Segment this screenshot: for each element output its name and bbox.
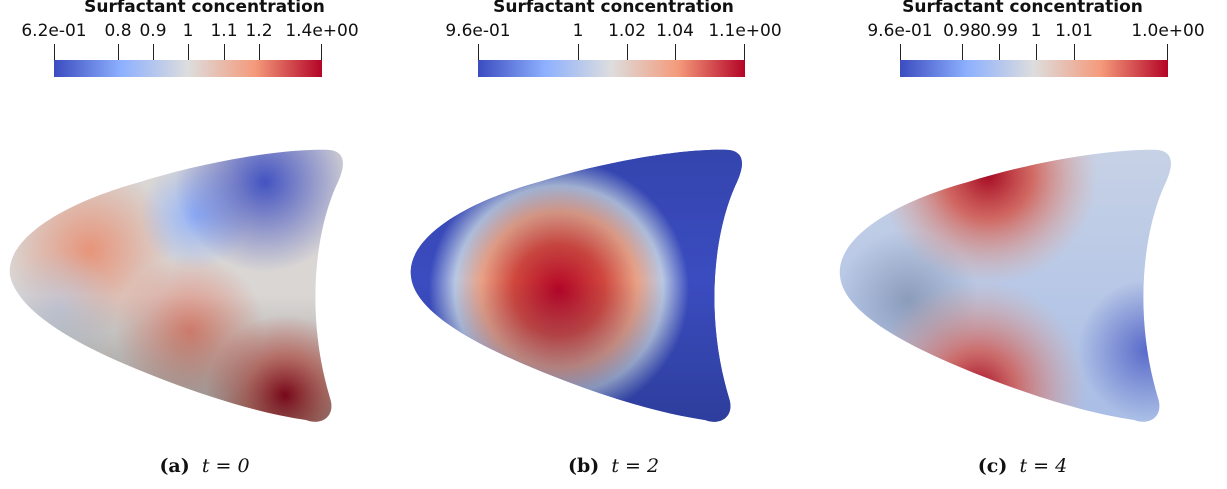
colorbar-tick-label: 0.8 — [104, 21, 132, 41]
colorbar-title: Surfactant concentration — [493, 0, 734, 17]
colorbar-tick — [478, 44, 479, 60]
colorbar-tick — [999, 44, 1000, 60]
colorbar-gradient — [54, 60, 322, 77]
caption-time: t = 2 — [611, 455, 660, 477]
colorbar-tick — [54, 44, 55, 60]
colorbar-tick — [627, 44, 628, 60]
colorbar-tick-label: 1.01 — [1055, 21, 1093, 41]
colorbar-tick-label: 1.2 — [245, 21, 273, 41]
colorbar-tick-label: 0.99 — [980, 21, 1018, 41]
colorbar-tick — [1036, 44, 1037, 60]
colorbar-title: Surfactant concentration — [902, 0, 1143, 17]
panel-a: Surfactant concentration 6.2e-01 0.8 0.9… — [0, 0, 409, 489]
colorbar-tick-label: 0.98 — [943, 21, 981, 41]
colorbar-tick-label: 1.4e+00 — [285, 21, 359, 41]
subfigure-caption: (a) t = 0 — [0, 455, 409, 477]
subfigure-caption: (c) t = 4 — [818, 455, 1227, 477]
colorbar-tick-label: 9.6e-01 — [445, 21, 511, 41]
surface-render-b — [410, 149, 742, 422]
surface-render-a — [9, 149, 343, 422]
colorbar-tick-label: 1.1e+00 — [708, 21, 782, 41]
colorbar-tick-label: 0.9 — [139, 21, 167, 41]
panel-c: Surfactant concentration 9.6e-01 0.98 0.… — [818, 0, 1227, 489]
caption-label: (a) — [159, 455, 190, 477]
colorbar-tick — [321, 44, 322, 60]
colorbar-gradient — [900, 60, 1168, 77]
colorbar-tick-label: 1.04 — [656, 21, 694, 41]
colorbar-tick-label: 1.0e+00 — [1131, 21, 1205, 41]
colorbar-tick — [259, 44, 260, 60]
colorbar-tick-label: 6.2e-01 — [21, 21, 87, 41]
caption-label: (c) — [977, 455, 1008, 477]
colorbar-tick — [1167, 44, 1168, 60]
colorbar-tick-label: 9.6e-01 — [867, 21, 933, 41]
surface-render-c — [839, 149, 1171, 422]
caption-time: t = 4 — [1019, 455, 1068, 477]
colorbar-title: Surfactant concentration — [84, 0, 325, 17]
colorbar-tick — [744, 44, 745, 60]
colorbar-tick — [675, 44, 676, 60]
colorbar-tick — [153, 44, 154, 60]
panel-b: Surfactant concentration 9.6e-01 1 1.02 … — [409, 0, 818, 489]
colorbar-tick — [962, 44, 963, 60]
colorbar-tick — [224, 44, 225, 60]
colorbar-gradient — [478, 60, 745, 77]
caption-time: t = 0 — [201, 455, 250, 477]
colorbar-tick — [900, 44, 901, 60]
colorbar-tick-label: 1.1 — [210, 21, 238, 41]
colorbar-tick-label: 1 — [1030, 21, 1042, 41]
colorbar-tick — [578, 44, 579, 60]
colorbar-tick-label: 1.02 — [608, 21, 646, 41]
subfigure-caption: (b) t = 2 — [409, 455, 818, 477]
colorbar-tick — [118, 44, 119, 60]
colorbar-tick-label: 1 — [572, 21, 584, 41]
caption-label: (b) — [567, 455, 600, 477]
colorbar-tick — [188, 44, 189, 60]
colorbar-tick-label: 1 — [182, 21, 194, 41]
colorbar-tick — [1074, 44, 1075, 60]
